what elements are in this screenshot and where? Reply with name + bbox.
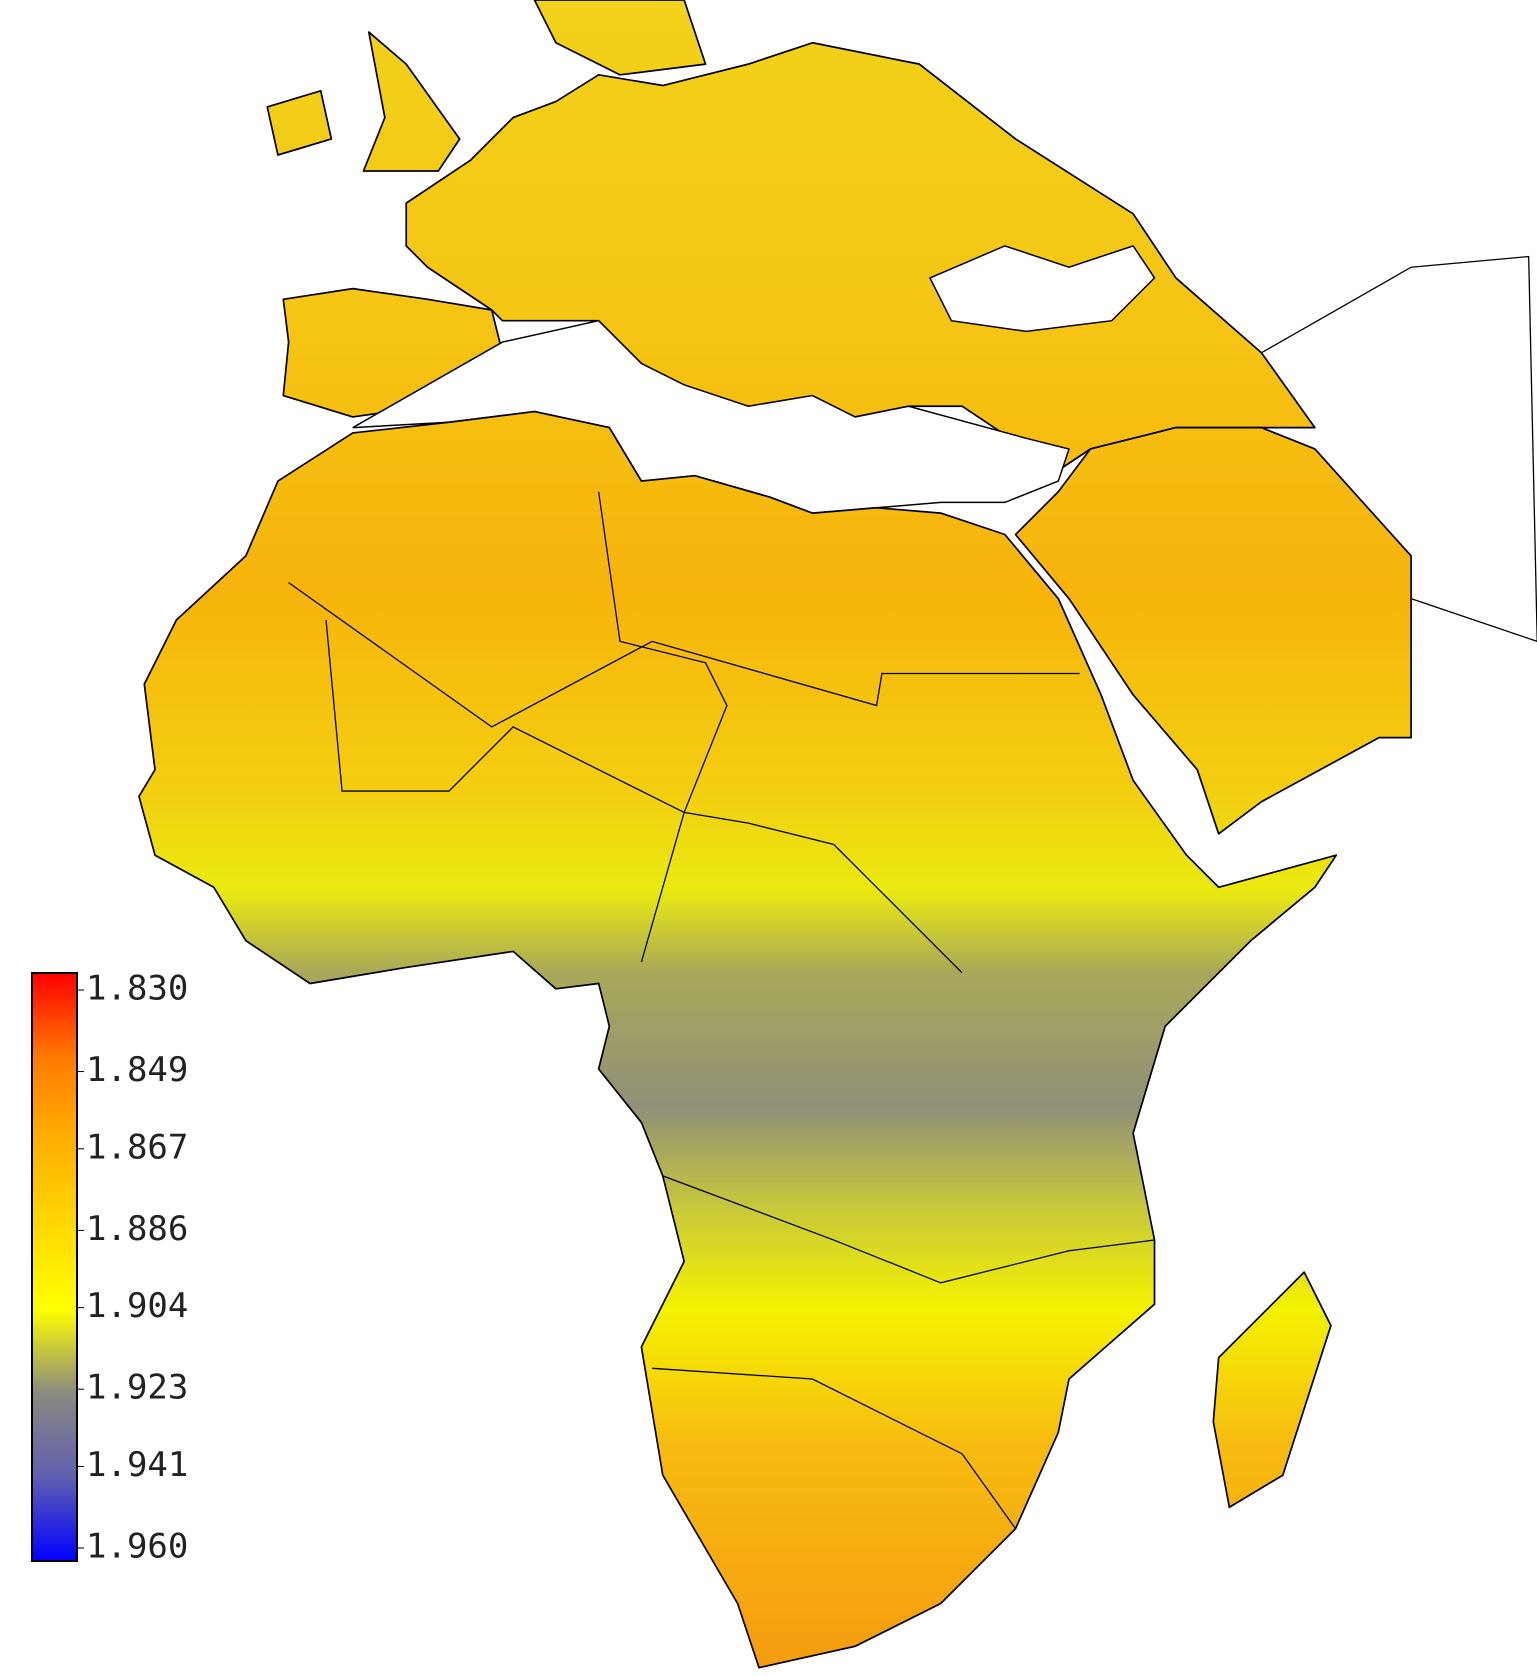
colorbar-tick-label: 1.904 bbox=[86, 1286, 188, 1326]
colorbar-tick-label: 1.960 bbox=[86, 1527, 188, 1567]
colorbar-tick-label: 1.941 bbox=[86, 1445, 188, 1485]
black-sea bbox=[929, 244, 1156, 333]
madagascar bbox=[1212, 1271, 1332, 1509]
colorbar-tick-label: 1.923 bbox=[86, 1368, 188, 1408]
colorbar-tick-label: 1.867 bbox=[86, 1127, 188, 1167]
colorbar bbox=[31, 972, 78, 1562]
great-britain bbox=[362, 31, 461, 172]
arabia bbox=[1014, 426, 1412, 835]
colorbar-tick-label: 1.886 bbox=[86, 1209, 188, 1249]
colorbar-tick-label: 1.849 bbox=[86, 1050, 188, 1090]
ireland bbox=[266, 90, 333, 156]
scandinavia bbox=[533, 0, 707, 76]
africa bbox=[138, 410, 1338, 1669]
borders bbox=[598, 491, 728, 963]
colorbar-tick-label: 1.830 bbox=[86, 969, 188, 1009]
borders bbox=[652, 1367, 1017, 1530]
map-shapes bbox=[138, 0, 1537, 1669]
borders bbox=[1261, 255, 1537, 643]
borders bbox=[288, 582, 1080, 728]
borders bbox=[662, 1175, 1155, 1284]
